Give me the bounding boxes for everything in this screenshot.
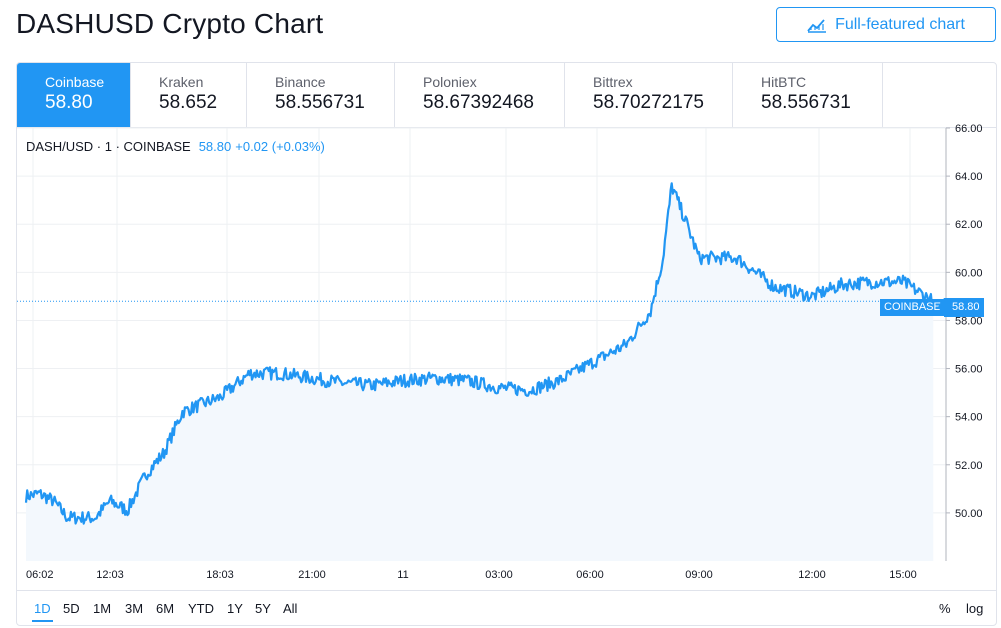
chart-legend: DASH/USD · 1 · COINBASE 58.80 +0.02 (+0.03… <box>26 139 325 154</box>
exchange-tabs: Coinbase 58.80 Kraken 58.652 Binance 58.… <box>17 63 883 127</box>
range-selector: 1D 5D 1M 3M 6M YTD 1Y 5Y All % log <box>17 590 996 625</box>
x-tick-label: 06:02 <box>26 569 54 581</box>
range-all[interactable]: All <box>283 601 298 616</box>
tab-coinbase[interactable]: Coinbase 58.80 <box>17 63 131 127</box>
x-tick-label: 21:00 <box>298 569 326 581</box>
range-6m[interactable]: 6M <box>156 601 175 616</box>
y-tick-label: 66.00 <box>955 123 983 135</box>
y-tick-label: 56.00 <box>955 364 983 376</box>
x-tick-label: 11 <box>397 569 408 581</box>
tab-hitbtc[interactable]: HitBTC 58.556731 <box>733 63 883 127</box>
y-axis: 50.00 52.00 54.00 56.00 58.00 60.00 62.00 64.00… <box>946 123 983 520</box>
exchange-name: Kraken <box>159 74 204 90</box>
range-ytd[interactable]: YTD <box>188 601 214 616</box>
percent-scale-toggle[interactable]: % <box>939 601 951 616</box>
chart-widget: Coinbase 58.80 Kraken 58.652 Binance 58.… <box>16 62 997 626</box>
y-tick-label: 54.00 <box>955 412 983 424</box>
x-tick-label: 09:00 <box>685 569 713 581</box>
x-tick-label: 12:00 <box>798 569 826 581</box>
exchange-name: Bittrex <box>593 74 633 90</box>
price-line-label: COINBASE <box>880 299 945 316</box>
price-series-line <box>24 182 935 525</box>
full-featured-chart-button[interactable]: Full-featured chart <box>776 7 996 42</box>
range-5d[interactable]: 5D <box>63 601 80 616</box>
page-title: DASHUSD Crypto Chart <box>16 8 324 39</box>
x-tick-label: 03:00 <box>485 569 513 581</box>
price-chart[interactable]: 50.00 52.00 54.00 56.00 58.00 60.00 62.00 64.00… <box>17 63 997 590</box>
exchange-name: HitBTC <box>761 74 807 90</box>
y-tick-label: 62.00 <box>955 219 983 231</box>
legend-change: +0.02 (+0.03%) <box>235 139 325 154</box>
chart-line-icon <box>807 18 827 33</box>
range-5y[interactable]: 5Y <box>255 601 271 616</box>
x-tick-label: 06:00 <box>576 569 604 581</box>
range-1m[interactable]: 1M <box>93 601 112 616</box>
price-area-fill <box>26 183 934 562</box>
range-1d[interactable]: 1D <box>32 601 53 622</box>
y-tick-label: 60.00 <box>955 267 983 279</box>
y-tick-label: 52.00 <box>955 460 983 472</box>
exchange-price: 58.556731 <box>761 92 851 113</box>
tab-binance[interactable]: Binance 58.556731 <box>247 63 395 127</box>
exchange-price: 58.70272175 <box>593 92 704 113</box>
tab-poloniex[interactable]: Poloniex 58.67392468 <box>395 63 565 127</box>
tab-bittrex[interactable]: Bittrex 58.70272175 <box>565 63 733 127</box>
x-tick-label: 12:03 <box>96 569 124 581</box>
range-3m[interactable]: 3M <box>125 601 144 616</box>
y-tick-label: 58.00 <box>955 315 983 327</box>
exchange-name: Binance <box>275 74 326 90</box>
legend-symbol: DASH/USD · 1 · COINBASE <box>26 139 191 154</box>
range-1y[interactable]: 1Y <box>227 601 243 616</box>
x-axis: 06:02 12:03 18:03 21:00 11 03:00 06:00 09:00 12:… <box>26 569 917 581</box>
y-tick-label: 64.00 <box>955 171 983 183</box>
tab-kraken[interactable]: Kraken 58.652 <box>131 63 247 127</box>
exchange-name: Poloniex <box>423 74 477 90</box>
exchange-price: 58.67392468 <box>423 92 534 113</box>
legend-value: 58.80 <box>198 139 232 154</box>
x-tick-label: 15:00 <box>889 569 917 581</box>
y-tick-label: 50.00 <box>955 508 983 520</box>
exchange-price: 58.80 <box>45 92 93 113</box>
log-scale-toggle[interactable]: log <box>966 601 984 616</box>
last-price-tag: 58.80 <box>938 298 984 317</box>
x-tick-label: 18:03 <box>206 569 234 581</box>
full-featured-chart-label: Full-featured chart <box>835 15 965 33</box>
exchange-price: 58.652 <box>159 92 218 113</box>
exchange-price: 58.556731 <box>275 92 365 113</box>
exchange-name: Coinbase <box>45 74 105 90</box>
